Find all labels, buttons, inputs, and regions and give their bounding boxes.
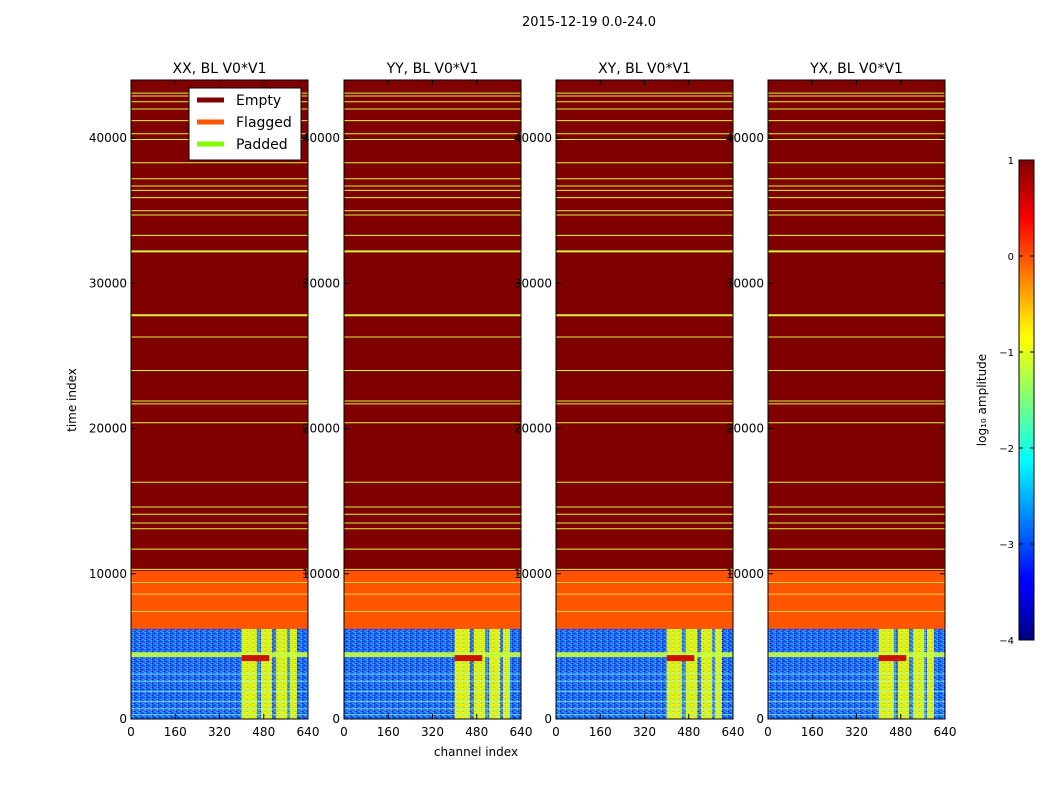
panel-title: YY, BL V0*V1 bbox=[386, 61, 479, 77]
bright-feature bbox=[768, 652, 945, 658]
y-tick-label: 10000 bbox=[726, 567, 764, 581]
panels-group: XX, BL V0*V1 0 160 320 480 640 0 10000 20000 3000… bbox=[89, 61, 957, 739]
x-tick-label: 320 bbox=[845, 725, 868, 739]
x-tick-label: 160 bbox=[164, 725, 187, 739]
x-tick-label: 480 bbox=[465, 725, 488, 739]
colorbar-label: log₁₀ amplitude bbox=[975, 354, 989, 446]
x-tick-label: 640 bbox=[297, 725, 320, 739]
colorbar-gradient bbox=[1018, 159, 1035, 641]
x-axis-label: channel index bbox=[434, 745, 518, 759]
bright-feature bbox=[131, 652, 308, 658]
panel-title: XY, BL V0*V1 bbox=[598, 61, 691, 77]
y-tick-label: 0 bbox=[119, 712, 127, 726]
colorbar-tick-label: −3 bbox=[999, 540, 1014, 551]
panel-1: YY, BL V0*V1 0 160 320 480 640 0 10000 20000 3000… bbox=[302, 61, 533, 739]
colorbar-tick-label: −1 bbox=[999, 348, 1014, 359]
x-tick-label: 0 bbox=[764, 725, 772, 739]
x-tick-label: 640 bbox=[722, 725, 745, 739]
colorbar-tick-label: 0 bbox=[1008, 252, 1014, 263]
y-tick-label: 40000 bbox=[514, 131, 552, 145]
x-tick-label: 0 bbox=[552, 725, 560, 739]
y-tick-label: 30000 bbox=[514, 276, 552, 290]
y-tick-label: 40000 bbox=[302, 131, 340, 145]
y-tick-label: 30000 bbox=[302, 276, 340, 290]
x-tick-label: 0 bbox=[340, 725, 348, 739]
y-tick-label: 10000 bbox=[302, 567, 340, 581]
peak-feature bbox=[454, 655, 483, 662]
legend-label: Empty bbox=[236, 93, 281, 109]
y-tick-label: 0 bbox=[544, 712, 552, 726]
peak-feature bbox=[878, 655, 907, 662]
colorbar-tick-label: −2 bbox=[999, 444, 1014, 455]
y-tick-label: 0 bbox=[756, 712, 764, 726]
bright-feature bbox=[344, 652, 521, 658]
y-tick-label: 0 bbox=[332, 712, 340, 726]
x-tick-label: 160 bbox=[801, 725, 824, 739]
flagged-region bbox=[344, 570, 521, 629]
flagged-region bbox=[131, 570, 308, 629]
x-tick-label: 320 bbox=[633, 725, 656, 739]
x-tick-label: 320 bbox=[421, 725, 444, 739]
x-tick-label: 160 bbox=[377, 725, 400, 739]
x-tick-label: 320 bbox=[208, 725, 231, 739]
colorbar-tick-label: −4 bbox=[999, 636, 1014, 647]
colorbar-tick-label: 1 bbox=[1008, 156, 1014, 167]
x-tick-label: 480 bbox=[677, 725, 700, 739]
y-tick-label: 20000 bbox=[89, 422, 127, 436]
colorbar: 1 0 −1 −2 −3 −4 log₁₀ amplitude bbox=[975, 156, 1035, 647]
y-tick-label: 30000 bbox=[89, 276, 127, 290]
peak-feature bbox=[241, 655, 270, 662]
bright-feature bbox=[556, 652, 733, 658]
flagged-region bbox=[556, 570, 733, 629]
x-tick-label: 640 bbox=[510, 725, 533, 739]
legend-label: Flagged bbox=[236, 115, 292, 131]
y-tick-label: 40000 bbox=[89, 131, 127, 145]
y-tick-label: 20000 bbox=[514, 422, 552, 436]
y-tick-label: 10000 bbox=[89, 567, 127, 581]
panel-3: YX, BL V0*V1 0 160 320 480 640 0 10000 20000 3000… bbox=[726, 61, 957, 739]
panel-0: XX, BL V0*V1 0 160 320 480 640 0 10000 20000 3000… bbox=[89, 61, 320, 739]
x-tick-label: 160 bbox=[589, 725, 612, 739]
flagged-region bbox=[768, 570, 945, 629]
legend-label: Padded bbox=[236, 137, 288, 153]
x-tick-label: 480 bbox=[889, 725, 912, 739]
y-tick-label: 30000 bbox=[726, 276, 764, 290]
x-tick-label: 640 bbox=[934, 725, 957, 739]
figure-title: 2015-12-19 0.0-24.0 bbox=[522, 15, 656, 30]
panel-title: YX, BL V0*V1 bbox=[809, 61, 903, 77]
y-axis-label: time index bbox=[65, 368, 79, 432]
panel-2: XY, BL V0*V1 0 160 320 480 640 0 10000 20000 3000… bbox=[514, 61, 745, 739]
panel-title: XX, BL V0*V1 bbox=[173, 61, 267, 77]
x-tick-label: 480 bbox=[252, 725, 275, 739]
y-tick-label: 20000 bbox=[302, 422, 340, 436]
legend: Empty Flagged Padded bbox=[188, 87, 302, 161]
x-tick-label: 0 bbox=[127, 725, 135, 739]
peak-feature bbox=[666, 655, 695, 662]
y-tick-label: 40000 bbox=[726, 131, 764, 145]
y-tick-label: 20000 bbox=[726, 422, 764, 436]
y-tick-label: 10000 bbox=[514, 567, 552, 581]
